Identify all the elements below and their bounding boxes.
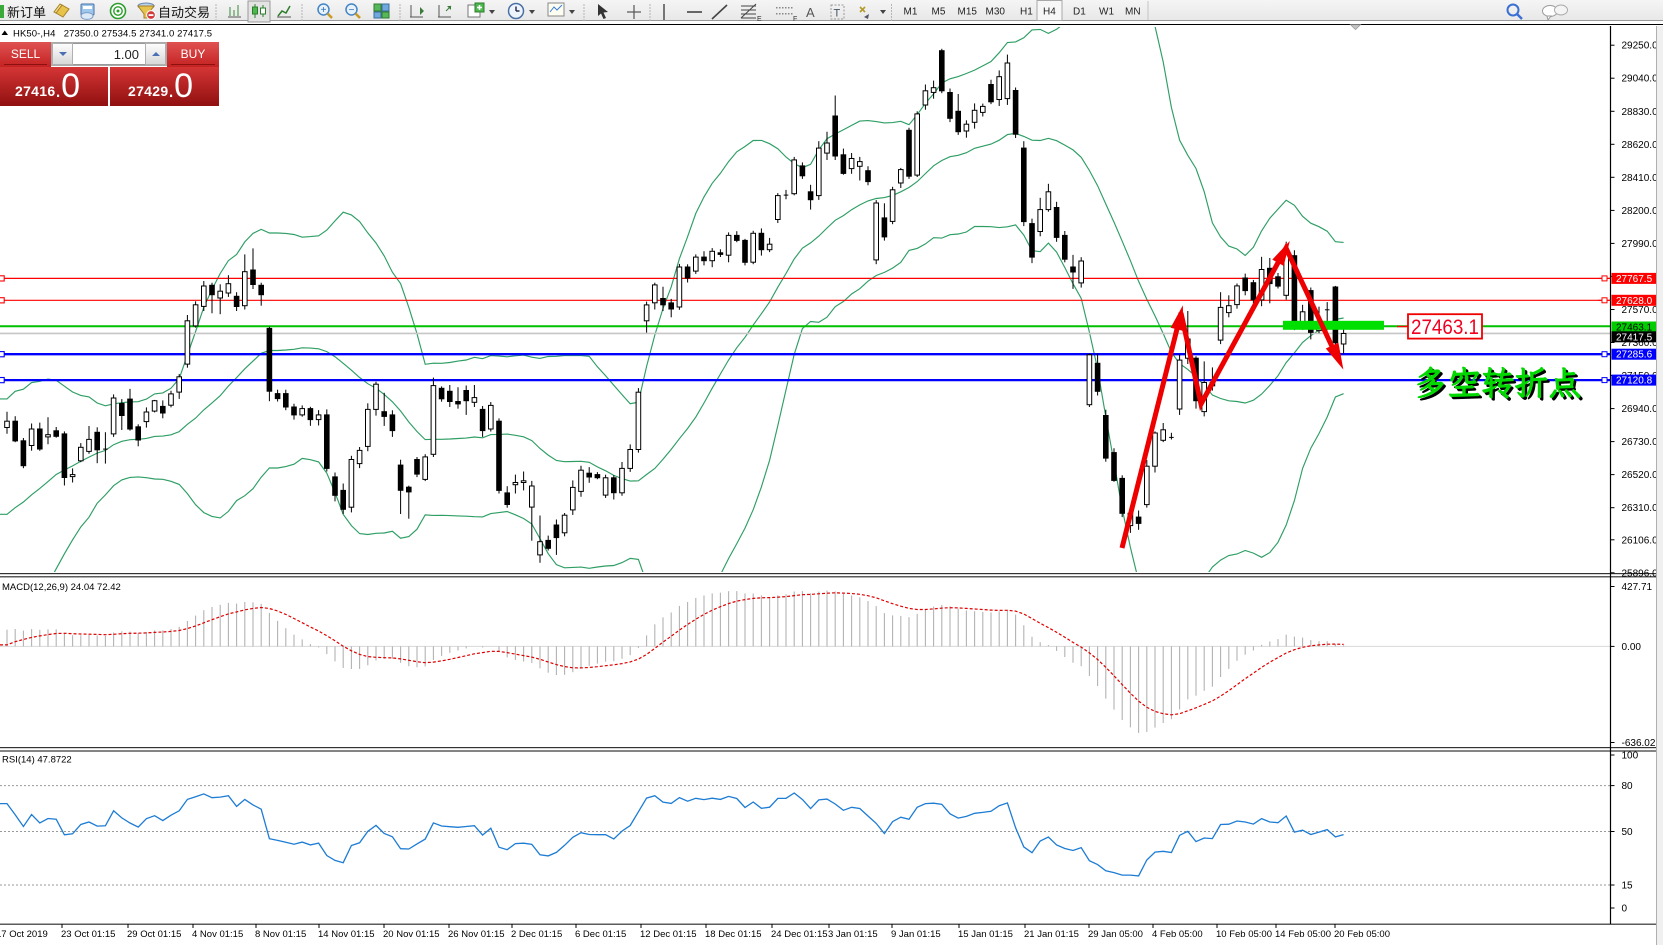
svg-text:4 Feb 05:00: 4 Feb 05:00 xyxy=(1152,929,1203,940)
svg-text:−: − xyxy=(349,5,355,16)
svg-text:14 Feb 05:00: 14 Feb 05:00 xyxy=(1275,929,1331,940)
svg-text:14 Nov 01:15: 14 Nov 01:15 xyxy=(318,929,375,940)
svg-text:15: 15 xyxy=(1622,881,1634,892)
svg-text:427.71: 427.71 xyxy=(1622,582,1653,593)
svg-text:0: 0 xyxy=(1622,904,1628,915)
svg-text:27120.8: 27120.8 xyxy=(1616,376,1653,387)
svg-text:28830.0: 28830.0 xyxy=(1622,107,1659,118)
svg-text:M5: M5 xyxy=(932,7,946,18)
svg-text:100: 100 xyxy=(1622,751,1639,762)
svg-text:HK50-,H4 27350.0 27534.5 273: HK50-,H4 27350.0 27534.5 27341.0 27417.5 xyxy=(13,29,212,40)
svg-text:29 Oct 01:15: 29 Oct 01:15 xyxy=(127,929,181,940)
svg-text:T: T xyxy=(834,8,841,20)
svg-text:2 Dec 01:15: 2 Dec 01:15 xyxy=(511,929,562,940)
svg-text:D1: D1 xyxy=(1073,7,1086,18)
svg-text:MN: MN xyxy=(1125,7,1141,18)
svg-text:+: + xyxy=(321,5,327,16)
svg-text:27570.0: 27570.0 xyxy=(1622,305,1659,316)
svg-text:26 Nov 01:15: 26 Nov 01:15 xyxy=(448,929,505,940)
svg-text:27767.5: 27767.5 xyxy=(1616,274,1653,285)
svg-text:M30: M30 xyxy=(986,7,1006,18)
svg-text:26310.0: 26310.0 xyxy=(1622,503,1659,514)
svg-text:10 Feb 05:00: 10 Feb 05:00 xyxy=(1216,929,1272,940)
svg-text:26520.0: 26520.0 xyxy=(1622,470,1659,481)
svg-text:6 Dec 01:15: 6 Dec 01:15 xyxy=(575,929,626,940)
svg-text:28410.0: 28410.0 xyxy=(1622,173,1659,184)
svg-text:F: F xyxy=(793,16,797,23)
svg-text:27285.6: 27285.6 xyxy=(1616,350,1653,361)
svg-text:18 Dec 01:15: 18 Dec 01:15 xyxy=(705,929,762,940)
svg-text:26730.0: 26730.0 xyxy=(1622,437,1659,448)
svg-text:29250.0: 29250.0 xyxy=(1622,41,1659,52)
svg-text:3 Jan 01:15: 3 Jan 01:15 xyxy=(828,929,878,940)
svg-text:29 Jan 05:00: 29 Jan 05:00 xyxy=(1088,929,1143,940)
svg-text:27417.5: 27417.5 xyxy=(1616,332,1653,343)
svg-text:24 Dec 01:15: 24 Dec 01:15 xyxy=(771,929,828,940)
svg-text:M15: M15 xyxy=(958,7,978,18)
svg-text:9 Jan 01:15: 9 Jan 01:15 xyxy=(891,929,941,940)
svg-text:8 Nov 01:15: 8 Nov 01:15 xyxy=(255,929,306,940)
svg-text:50: 50 xyxy=(1622,827,1634,838)
svg-text:12 Dec 01:15: 12 Dec 01:15 xyxy=(640,929,697,940)
svg-text:27463.1: 27463.1 xyxy=(1616,323,1653,334)
svg-text:-636.02: -636.02 xyxy=(1622,738,1656,749)
svg-text:20 Nov 01:15: 20 Nov 01:15 xyxy=(383,929,440,940)
svg-text:28200.0: 28200.0 xyxy=(1622,206,1659,217)
svg-text:W1: W1 xyxy=(1099,7,1114,18)
svg-text:H4: H4 xyxy=(1043,7,1056,18)
svg-text:M1: M1 xyxy=(904,7,918,18)
svg-text:27360.0: 27360.0 xyxy=(1622,338,1659,349)
svg-text:27628.0: 27628.0 xyxy=(1616,296,1653,307)
svg-text:27463.1: 27463.1 xyxy=(1411,316,1479,339)
svg-text:RSI(14) 47.8722: RSI(14) 47.8722 xyxy=(2,755,72,766)
svg-text:27990.0: 27990.0 xyxy=(1622,239,1659,250)
svg-text:H1: H1 xyxy=(1020,7,1033,18)
svg-text:21 Jan 01:15: 21 Jan 01:15 xyxy=(1024,929,1079,940)
svg-text:28620.0: 28620.0 xyxy=(1622,140,1659,151)
svg-text:23 Oct 01:15: 23 Oct 01:15 xyxy=(61,929,115,940)
svg-text:0.00: 0.00 xyxy=(1622,642,1642,653)
svg-text:20 Feb 05:00: 20 Feb 05:00 xyxy=(1334,929,1390,940)
svg-text:17 Oct 2019: 17 Oct 2019 xyxy=(0,929,48,940)
svg-text:15 Jan 01:15: 15 Jan 01:15 xyxy=(958,929,1013,940)
svg-text:25896.0: 25896.0 xyxy=(1622,568,1659,579)
svg-text:E: E xyxy=(757,16,762,23)
svg-text:26106.0: 26106.0 xyxy=(1622,535,1659,546)
svg-text:26940.0: 26940.0 xyxy=(1622,404,1659,415)
svg-text:29040.0: 29040.0 xyxy=(1622,74,1659,85)
svg-text:MACD(12,26,9) 24.04 72.42: MACD(12,26,9) 24.04 72.42 xyxy=(2,582,121,593)
svg-text:80: 80 xyxy=(1622,781,1634,792)
svg-text:A: A xyxy=(806,5,815,20)
svg-text:4 Nov 01:15: 4 Nov 01:15 xyxy=(192,929,243,940)
